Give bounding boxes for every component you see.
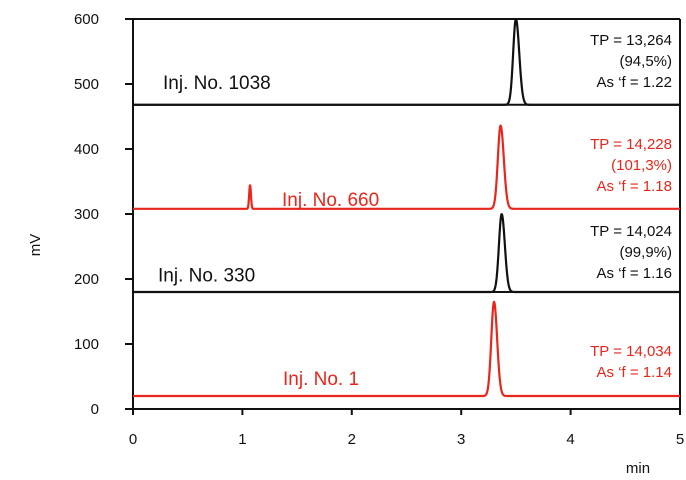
annotation-line: (94,5%) bbox=[619, 53, 672, 70]
annotation-line: TP = 13,264 bbox=[590, 32, 672, 49]
y-tick-label: 0 bbox=[91, 401, 99, 418]
y-tick-label: 500 bbox=[74, 76, 99, 93]
annotation-line: As ‘f = 1.14 bbox=[597, 364, 672, 381]
trace-0 bbox=[132, 17, 681, 106]
inj-labels: Inj. No. 1038 Inj. No. 660 Inj. No. 330 Inj… bbox=[158, 73, 379, 390]
y-tick-label: 200 bbox=[74, 271, 99, 288]
y-tick-label: 600 bbox=[74, 11, 99, 28]
x-tick-label: 1 bbox=[238, 431, 246, 448]
annotation-line: TP = 14,228 bbox=[590, 136, 672, 153]
x-axis-label: min bbox=[626, 460, 650, 477]
trace-2 bbox=[132, 213, 681, 294]
y-tick-label: 400 bbox=[74, 141, 99, 158]
x-axis: 0 1 2 3 4 5 bbox=[129, 409, 684, 448]
y-axis-label: mV bbox=[27, 234, 44, 257]
inj-label: Inj. No. 660 bbox=[282, 190, 379, 211]
trace-1 bbox=[132, 124, 681, 210]
y-tick-label: 100 bbox=[74, 336, 99, 353]
x-tick-label: 4 bbox=[566, 431, 574, 448]
inj-label: Inj. No. 1038 bbox=[163, 73, 271, 94]
annotation-line: (99,9%) bbox=[619, 244, 672, 261]
annotation-line: As ‘f = 1.22 bbox=[597, 74, 672, 91]
annotation-line: As ‘f = 1.18 bbox=[597, 178, 672, 195]
trace-layer bbox=[132, 17, 681, 398]
y-tick-label: 300 bbox=[74, 206, 99, 223]
annotation-line: As ‘f = 1.16 bbox=[597, 265, 672, 282]
annotation-line: TP = 14,024 bbox=[590, 223, 672, 240]
inj-label: Inj. No. 1 bbox=[283, 369, 359, 390]
x-tick-label: 2 bbox=[348, 431, 356, 448]
inj-label: Inj. No. 330 bbox=[158, 266, 255, 287]
x-tick-label: 5 bbox=[676, 431, 684, 448]
annotation-line: TP = 14,034 bbox=[590, 343, 672, 360]
x-tick-label: 0 bbox=[129, 431, 137, 448]
trace-3 bbox=[132, 300, 681, 398]
x-tick-label: 3 bbox=[457, 431, 465, 448]
annotation-line: (101,3%) bbox=[611, 157, 672, 174]
y-axis: 0 100 200 300 400 500 600 bbox=[74, 11, 133, 418]
peak-annotations: TP = 13,264 (94,5%) As ‘f = 1.22 TP = 14,22… bbox=[590, 32, 672, 381]
